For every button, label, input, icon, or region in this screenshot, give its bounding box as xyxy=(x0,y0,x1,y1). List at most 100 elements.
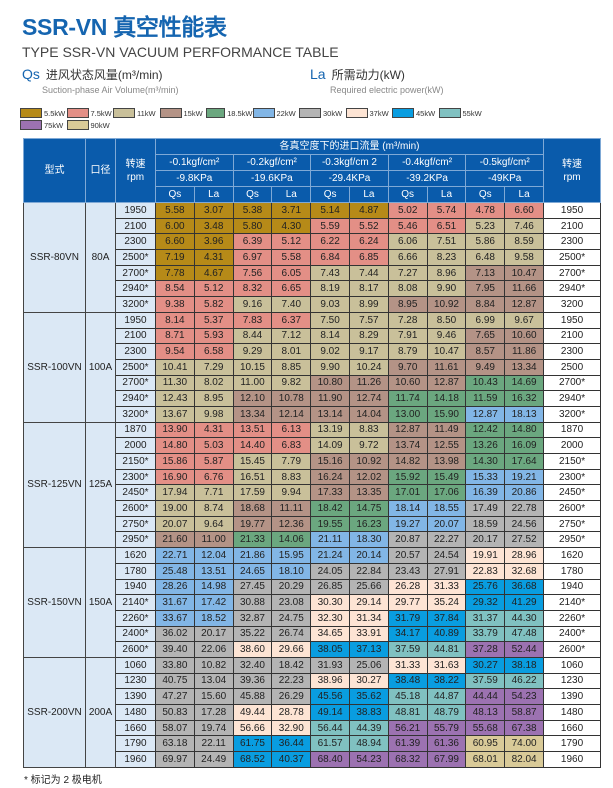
qs-cell: 7.56 xyxy=(232,264,273,282)
qs-cell: 11.00 xyxy=(232,374,273,392)
la-cell: 28.78 xyxy=(271,704,312,721)
la-cell: 10.47 xyxy=(504,264,545,282)
table-row: 2100 6.00 3.48 5.80 4.30 5.59 5.52 5.46 6.51 5.23… xyxy=(24,217,602,235)
qs-cell: 68.32 xyxy=(387,751,428,768)
la-cell: 48.94 xyxy=(348,735,389,753)
la-cell: 6.24 xyxy=(348,233,389,251)
rpm-right-cell: 2600* xyxy=(543,500,602,517)
la-cell: 9.58 xyxy=(504,249,545,266)
la-cell: 14.18 xyxy=(426,390,467,407)
header-qs: Qs xyxy=(310,186,350,203)
la-cell: 22.27 xyxy=(426,531,467,549)
la-cell: 14.80 xyxy=(504,421,545,439)
qs-cell: 9.38 xyxy=(155,296,195,313)
rpm-right-cell: 2600* xyxy=(543,641,602,658)
la-cell: 5.12 xyxy=(271,233,312,251)
la-cell: 38.22 xyxy=(426,672,467,690)
la-cell: 5.52 xyxy=(348,217,389,235)
qs-cell: 17.59 xyxy=(232,484,273,502)
table-row: 2600* 39.40 22.06 38.60 29.66 38.05 37.13 37.59… xyxy=(24,641,602,658)
la-cell: 13.34 xyxy=(504,358,545,376)
table-row: 1780 25.48 13.51 24.65 18.10 24.05 22.84 23.43 2… xyxy=(24,562,602,580)
la-cell: 18.52 xyxy=(193,609,234,627)
qs-cell: 6.84 xyxy=(310,249,350,266)
rpm-right-cell: 1480 xyxy=(543,704,602,721)
la-cell: 12.87 xyxy=(426,374,467,392)
legend-label: 30kW xyxy=(323,108,343,118)
la-cell: 7.29 xyxy=(193,358,234,376)
rpm-cell: 2600* xyxy=(115,500,156,517)
la-cell: 11.61 xyxy=(426,358,467,376)
header-rpm-right: 转速 rpm xyxy=(543,138,602,203)
qs-cell: 6.39 xyxy=(232,233,273,251)
la-cell: 9.72 xyxy=(348,437,389,454)
rpm-cell: 1940 xyxy=(115,578,156,596)
la-cell: 22.84 xyxy=(348,562,389,580)
qs-cell: 5.46 xyxy=(387,217,428,235)
legend-swatch xyxy=(252,108,275,118)
qs-cell: 60.95 xyxy=(465,735,506,753)
la-cell: 7.40 xyxy=(271,296,312,313)
la-cell: 7.57 xyxy=(348,311,389,329)
qs-cell: 49.44 xyxy=(232,704,273,721)
rpm-right-cell: 2140* xyxy=(543,594,602,611)
qs-cell: 26.85 xyxy=(310,578,350,596)
la-cell: 11.00 xyxy=(193,531,234,549)
qs-cell: 5.80 xyxy=(232,217,273,235)
bore-cell: 125A xyxy=(85,421,116,549)
qs-cell: 9.03 xyxy=(310,296,350,313)
rpm-cell: 2300 xyxy=(115,233,156,251)
qs-cell: 12.43 xyxy=(155,390,195,407)
la-cell: 18.10 xyxy=(271,562,312,580)
la-cell: 15.90 xyxy=(426,405,467,423)
rpm-right-cell: 2500 xyxy=(543,358,602,376)
table-row: 3200* 9.38 5.82 9.16 7.40 9.03 8.99 8.95 10.92 8.… xyxy=(24,296,602,313)
la-cell: 40.37 xyxy=(271,751,312,768)
la-cell: 29.66 xyxy=(271,641,312,658)
la-cell: 6.65 xyxy=(271,280,312,298)
rpm-right-cell: 1660 xyxy=(543,719,602,737)
legend-item: 37kW xyxy=(345,107,393,119)
rpm-cell: 2700* xyxy=(115,264,156,282)
rpm-right-cell: 2300 xyxy=(543,233,602,251)
la-cell: 13.98 xyxy=(426,453,467,470)
rpm-cell: 1620 xyxy=(115,547,156,564)
qs-cell: 7.43 xyxy=(310,264,350,282)
qs-cell: 44.44 xyxy=(465,688,506,705)
model-cell: SSR-100VN xyxy=(23,311,86,423)
la-cell: 24.49 xyxy=(193,751,234,768)
la-cell: 4.87 xyxy=(348,202,389,219)
qs-cell: 32.40 xyxy=(232,656,273,674)
qs-cell: 33.80 xyxy=(155,656,195,674)
qs-cell: 61.75 xyxy=(232,735,273,753)
qs-cell: 39.36 xyxy=(232,672,273,690)
legend-swatch xyxy=(299,108,321,118)
la-cell: 20.29 xyxy=(271,578,312,596)
header-qs: Qs xyxy=(232,186,273,203)
qs-cell: 37.59 xyxy=(387,641,428,658)
la-cell: 8.95 xyxy=(193,390,234,407)
la-cell: 47.48 xyxy=(504,625,545,643)
table-row: SSR-100VN 100A 1950 8.14 5.37 7.83 6.37 7.50 7.5… xyxy=(23,311,602,423)
table-row: 2500* 7.19 4.31 6.97 5.58 6.84 6.85 6.66 8.23 6.4… xyxy=(24,249,602,266)
qs-cell: 19.55 xyxy=(310,515,350,533)
qs-cell: 20.07 xyxy=(155,515,195,533)
qs-cell: 22.71 xyxy=(155,547,195,564)
qs-cell: 30.27 xyxy=(465,656,506,674)
la-cell: 16.23 xyxy=(348,515,389,533)
qs-cell: 16.90 xyxy=(155,468,195,486)
la-cell: 36.44 xyxy=(271,735,312,753)
legend-item: 11kW xyxy=(113,107,160,119)
la-cell: 17.64 xyxy=(504,453,545,470)
qs-cell: 19.27 xyxy=(387,515,428,533)
la-cell: 32.68 xyxy=(504,562,545,580)
la-cell: 8.74 xyxy=(193,500,234,517)
la-cell: 8.01 xyxy=(271,343,312,360)
rpm-right-cell: 1790 xyxy=(543,735,602,753)
rpm-right-cell: 2500* xyxy=(543,249,602,266)
rpm-right-cell: 2940* xyxy=(543,280,602,298)
la-cell: 52.44 xyxy=(504,641,545,658)
qs-cell: 9.29 xyxy=(232,343,273,360)
la-cell: 25.06 xyxy=(348,656,389,674)
qs-cell: 30.88 xyxy=(232,594,273,611)
